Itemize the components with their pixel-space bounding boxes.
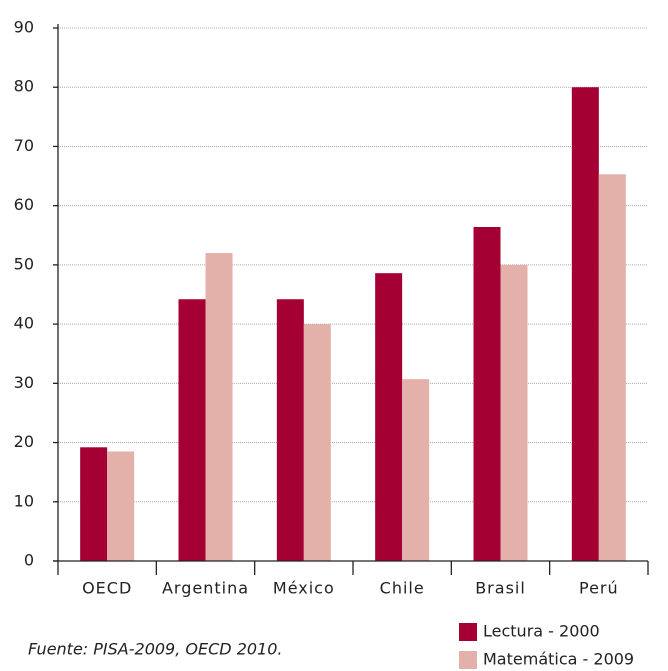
- bar: [80, 447, 108, 561]
- source-note: Fuente: PISA-2009, OECD 2010.: [28, 640, 283, 659]
- y-tick-label: 20: [14, 432, 34, 451]
- x-tick-label: Brasil: [475, 579, 526, 598]
- y-tick-label: 10: [14, 491, 34, 510]
- x-tick-label: México: [273, 579, 335, 598]
- bar: [473, 226, 501, 561]
- bar: [276, 299, 304, 561]
- bar: [205, 253, 233, 562]
- y-tick-label: 70: [14, 136, 34, 155]
- bar: [107, 451, 135, 561]
- bar: [402, 379, 430, 561]
- legend-swatch: [459, 623, 477, 641]
- bar: [598, 174, 626, 562]
- x-tick-label: Perú: [579, 579, 619, 598]
- bar: [500, 264, 528, 561]
- x-tick-label: OECD: [82, 579, 132, 598]
- y-tick-label: 30: [14, 373, 34, 392]
- bar: [375, 273, 403, 561]
- x-tick-label: Argentina: [162, 579, 249, 598]
- x-tick-label: Chile: [380, 579, 425, 598]
- bar: [178, 299, 206, 561]
- bar: [571, 87, 599, 561]
- y-tick-label: 50: [14, 254, 34, 273]
- y-tick-label: 60: [14, 195, 34, 214]
- y-tick-label: 90: [14, 18, 34, 37]
- bar: [303, 324, 331, 561]
- legend-label: Matemática - 2009: [483, 650, 634, 669]
- legend-swatch: [459, 651, 477, 669]
- y-tick-label: 0: [24, 551, 34, 570]
- legend-label: Lectura - 2000: [483, 622, 600, 641]
- y-tick-label: 40: [14, 314, 34, 333]
- y-tick-label: 80: [14, 77, 34, 96]
